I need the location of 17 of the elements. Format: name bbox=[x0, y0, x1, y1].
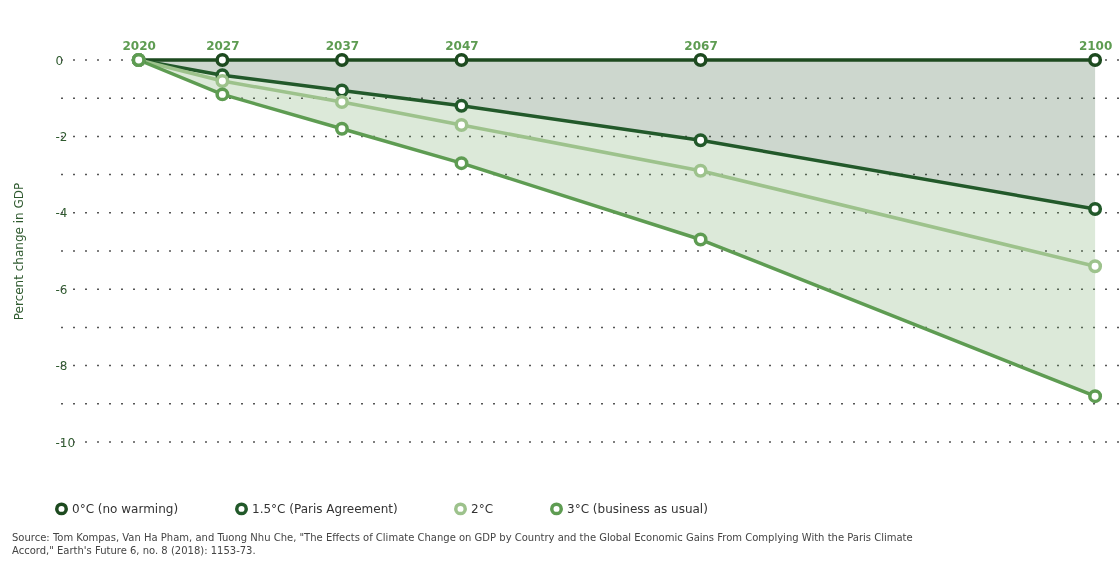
legend-label: 2°C bbox=[471, 501, 494, 516]
y-tick-label: -4 bbox=[55, 206, 68, 221]
y-tick-label: -8 bbox=[55, 359, 68, 374]
legend-label: 0°C (no warming) bbox=[72, 501, 179, 516]
y-tick-label: -10 bbox=[55, 435, 76, 450]
y-tick-label: 0 bbox=[55, 53, 64, 68]
source-note: Source: Tom Kompas, Van Ha Pham, and Tuong Nhu Che, "The Effects of Climate Change on GDP by Country and the Global Economic Gains From Complying With the Paris Climate Accord," Earth's Future 6, no. 8 (2018): 1153-73. bbox=[12, 532, 913, 556]
y-tick-label: -2 bbox=[55, 129, 68, 144]
x-tick-label: 2027 bbox=[206, 38, 240, 53]
legend-label: 3°C (business as usual) bbox=[567, 501, 708, 516]
x-tick-label: 2067 bbox=[684, 38, 718, 53]
x-tick-label: 2020 bbox=[122, 38, 156, 53]
x-tick-label: 2047 bbox=[445, 38, 479, 53]
legend-label: 1.5°C (Paris Agreement) bbox=[252, 501, 398, 516]
x-tick-label: 2037 bbox=[325, 38, 360, 53]
y-axis-title: Percent change in GDP bbox=[11, 182, 26, 321]
x-tick-label: 2100 bbox=[1078, 38, 1113, 53]
